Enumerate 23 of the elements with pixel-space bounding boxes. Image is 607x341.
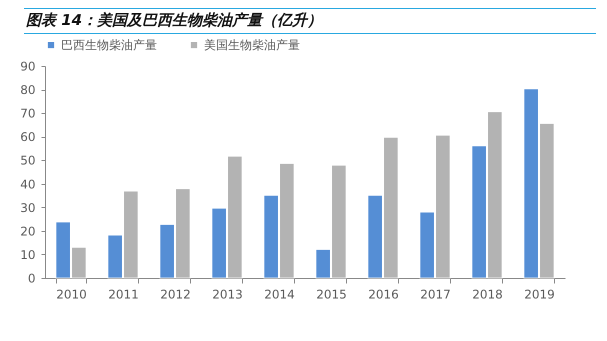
y-tick-label: 50 xyxy=(20,154,36,168)
x-tick-label: 2019 xyxy=(524,288,555,302)
y-tick-label: 0 xyxy=(28,272,36,286)
y-tick-label: 90 xyxy=(20,60,36,74)
x-tick-label: 2013 xyxy=(212,288,243,302)
x-tick-label: 2018 xyxy=(472,288,503,302)
y-tick-label: 60 xyxy=(20,130,36,144)
y-tick-label: 20 xyxy=(20,224,36,238)
y-tick-label: 10 xyxy=(20,248,36,262)
x-tick-label: 2017 xyxy=(420,288,451,302)
chart-title: 图表 14：美国及巴西生物柴油产量（亿升） xyxy=(24,8,596,34)
y-tick-label: 80 xyxy=(20,83,36,98)
x-tick-label: 2016 xyxy=(368,288,399,302)
x-tick-label: 2015 xyxy=(316,288,347,302)
x-tick-label: 2012 xyxy=(160,288,191,302)
x-tick-label: 2014 xyxy=(264,288,295,302)
legend-label: 巴西生物柴油产量 xyxy=(61,38,157,52)
legend-label: 美国生物柴油产量 xyxy=(204,38,300,52)
x-tick-label: 2010 xyxy=(56,288,87,302)
y-tick-label: 70 xyxy=(20,106,36,121)
y-tick-label: 30 xyxy=(20,200,36,215)
y-tick-label: 40 xyxy=(20,177,36,192)
x-tick-label: 2011 xyxy=(108,288,139,302)
